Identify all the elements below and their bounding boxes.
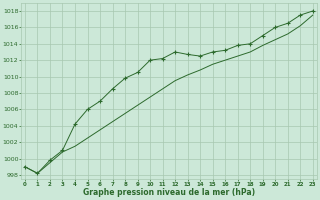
X-axis label: Graphe pression niveau de la mer (hPa): Graphe pression niveau de la mer (hPa)	[83, 188, 255, 197]
